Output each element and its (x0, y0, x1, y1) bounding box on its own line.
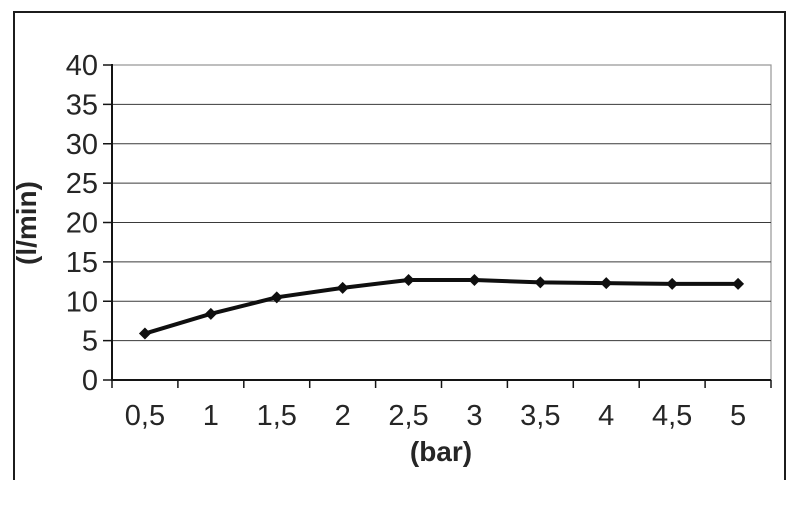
x-tick-label: 4 (598, 400, 614, 432)
y-axis-title: (l/min) (11, 181, 42, 265)
y-tick-label: 35 (66, 89, 98, 121)
series-line (142, 277, 741, 336)
series-marker (534, 276, 547, 289)
figure-border (13, 11, 786, 480)
x-tick-label: 3,5 (520, 400, 560, 432)
y-tick-label: 15 (66, 247, 98, 279)
y-tick-label: 10 (66, 286, 98, 318)
series-marker (468, 273, 481, 286)
series-marker (204, 307, 217, 320)
x-tick-label: 2 (335, 400, 351, 432)
x-tick-label: 1,5 (257, 400, 297, 432)
y-tick-label: 30 (66, 129, 98, 161)
x-tick-label: 0,5 (125, 400, 165, 432)
y-tick-label: 0 (82, 365, 98, 397)
x-tick-label: 2,5 (388, 400, 428, 432)
y-tick-label: 25 (66, 168, 98, 200)
series-marker (270, 291, 283, 304)
plot-area-border (112, 64, 772, 380)
y-tick-label: 20 (66, 208, 98, 240)
x-tick-label: 3 (466, 400, 482, 432)
chart-generated-layer: 0 5 10 15 20 25 30 35 40 0,5 1 1,5 2 2,5 3 3,5 4 4,5 5 (13, 11, 786, 480)
y-tick-label: 5 (82, 326, 98, 358)
series-marker (336, 281, 349, 294)
y-tick-label: 40 (66, 50, 98, 82)
x-axis-title: (bar) (410, 436, 472, 467)
series-marker (732, 277, 745, 290)
x-tick-label: 4,5 (652, 400, 692, 432)
series-marker (666, 277, 679, 290)
series-marker (138, 327, 151, 340)
x-tick-label: 1 (203, 400, 219, 432)
series-marker (402, 273, 415, 286)
x-tick-label: 5 (730, 400, 746, 432)
series-marker (600, 277, 613, 290)
